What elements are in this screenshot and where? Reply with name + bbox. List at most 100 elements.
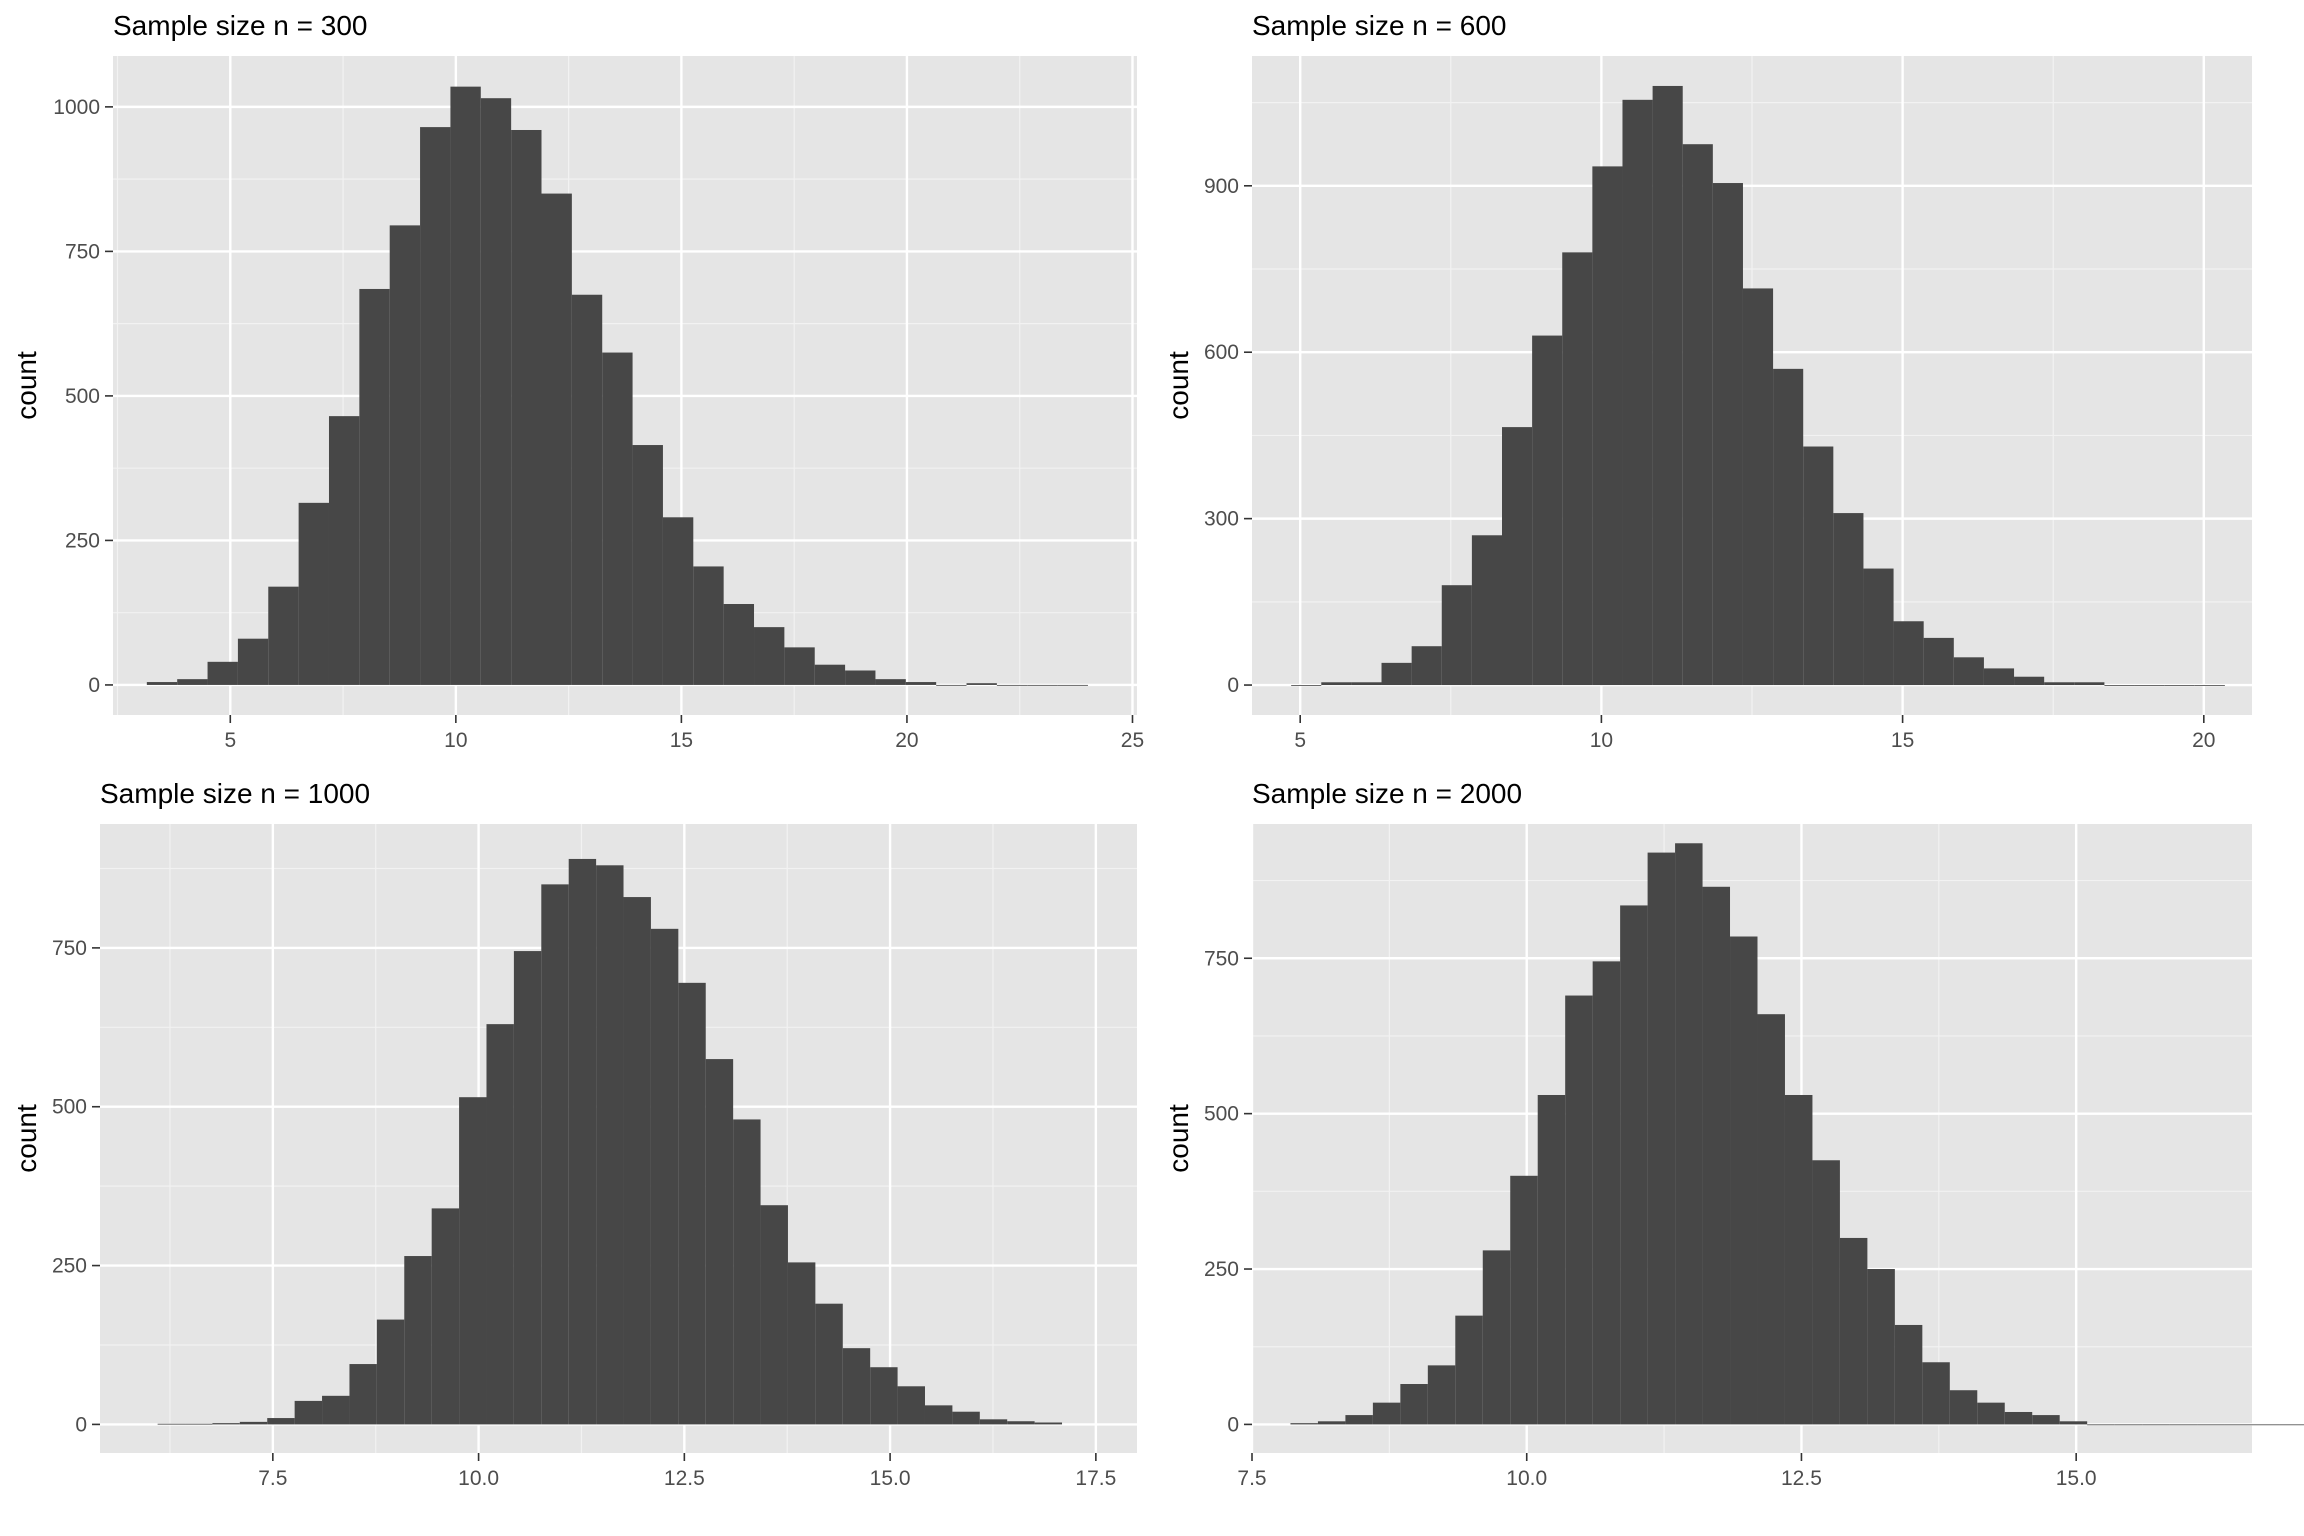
y-axis-label: count — [1163, 351, 1194, 420]
histogram-bar — [979, 1419, 1008, 1425]
histogram-bar — [1537, 1094, 1566, 1425]
histogram-bar — [897, 1386, 925, 1425]
histogram-bar — [1592, 961, 1621, 1425]
histogram-bar — [404, 1256, 432, 1425]
histogram-bar — [2252, 1424, 2280, 1426]
histogram-bar — [1730, 936, 1758, 1425]
x-tick-label: 10 — [444, 729, 467, 752]
histogram-bar — [1894, 1324, 1923, 1425]
histogram-bar — [1812, 1160, 1840, 1425]
x-tick-label: 15 — [670, 729, 693, 752]
histogram-bar — [420, 127, 451, 685]
histogram-bar — [359, 288, 390, 685]
histogram-bar — [511, 129, 542, 685]
histogram-bar — [1949, 1390, 1978, 1425]
histogram-bar — [1351, 682, 1382, 686]
histogram-bar — [1922, 1362, 1950, 1425]
histogram-bar — [1345, 1415, 1373, 1425]
histogram-bar — [1867, 1269, 1895, 1425]
histogram-bar — [1034, 1422, 1063, 1425]
histogram-bar — [1839, 1237, 1868, 1425]
histogram-bar — [1784, 1094, 1813, 1425]
x-tick-label: 15 — [1891, 729, 1914, 752]
histogram-bar — [541, 193, 572, 685]
histogram-bar — [2224, 1424, 2252, 1426]
histogram-bar — [1290, 1423, 1318, 1425]
histogram-bar — [936, 684, 967, 686]
histogram-bar — [2194, 685, 2225, 686]
histogram-bar — [459, 1097, 487, 1425]
x-tick-label: 17.5 — [1075, 1467, 1116, 1490]
histogram-bar — [146, 682, 178, 685]
y-tick-label: 0 — [1227, 1413, 1239, 1436]
y-tick-label: 750 — [65, 240, 100, 263]
y-tick-label: 500 — [1204, 1103, 1239, 1126]
histogram-bar — [733, 1119, 761, 1425]
x-tick-label: 7.5 — [258, 1467, 287, 1490]
y-tick-label: 250 — [65, 529, 100, 552]
histogram-bar — [693, 566, 724, 685]
histogram-bar — [1923, 637, 1954, 686]
histogram-bar — [662, 517, 694, 685]
histogram-bar — [1400, 1384, 1428, 1425]
y-tick-label: 750 — [1204, 947, 1239, 970]
histogram-bar — [177, 679, 208, 685]
histogram-bar — [2014, 676, 2045, 686]
histogram-bar — [389, 225, 421, 685]
histogram-bar — [1652, 85, 1683, 686]
histogram-bar — [1502, 427, 1533, 686]
x-tick-label: 15.0 — [2056, 1467, 2097, 1490]
histogram-bar — [1510, 1175, 1538, 1425]
histogram-bar — [1455, 1315, 1483, 1425]
histogram-bar — [787, 1262, 816, 1425]
histogram-bar — [1675, 843, 1703, 1425]
y-tick-label: 250 — [1204, 1258, 1239, 1281]
histogram-bar — [784, 647, 815, 685]
histogram-bar — [376, 1319, 405, 1425]
histogram-bar — [2279, 1424, 2304, 1426]
histogram-bar — [1471, 535, 1502, 686]
histogram-bar — [1953, 657, 1984, 686]
histogram-panel-n600: 5 10 15 20 0 300 600 900 Sample size n = 600 coun… — [1152, 0, 2304, 768]
histogram-svg: 7.5 10.0 12.5 15.0 0 250 500 750 Sample size n =… — [1163, 778, 2304, 1490]
histogram-bar — [268, 586, 299, 685]
y-tick-label: 500 — [52, 1096, 87, 1119]
histogram-bar — [2004, 1411, 2033, 1425]
histogram-bar — [723, 604, 755, 685]
histogram-bar — [814, 664, 846, 685]
histogram-panel-n2000: 7.5 10.0 12.5 15.0 0 250 500 750 Sample size n =… — [1152, 768, 2304, 1536]
x-tick-label: 7.5 — [1237, 1467, 1266, 1490]
histogram-bar — [2087, 1424, 2115, 1426]
x-tick-label: 20 — [895, 729, 918, 752]
histogram-panel-n300: 5 10 15 20 25 0 250 500 750 1000 Sample size n = 3… — [0, 0, 1152, 768]
histogram-bar — [845, 670, 876, 685]
x-tick-label: 12.5 — [664, 1467, 705, 1490]
y-tick-label: 0 — [1227, 674, 1239, 697]
chart-title: Sample size n = 1000 — [100, 778, 370, 809]
y-axis-label: count — [1163, 1104, 1194, 1173]
histogram-bar — [2114, 1424, 2143, 1426]
chart-title: Sample size n = 600 — [1252, 10, 1507, 41]
y-tick-label: 500 — [65, 385, 100, 408]
histogram-bar — [632, 445, 663, 685]
histogram-bar — [952, 1411, 980, 1425]
histogram-bar — [450, 86, 481, 685]
histogram-bar — [2134, 685, 2165, 686]
histogram-panel-n1000: 7.5 10.0 12.5 15.0 17.5 0 250 500 750 Sample size… — [0, 768, 1152, 1536]
histogram-bar — [328, 416, 360, 685]
histogram-bar — [1622, 99, 1653, 686]
histogram-svg: 7.5 10.0 12.5 15.0 17.5 0 250 500 750 Sample size… — [11, 778, 1137, 1490]
histogram-bar — [1742, 288, 1774, 686]
histogram-bar — [1381, 662, 1412, 686]
y-tick-label: 750 — [52, 937, 87, 960]
histogram-bar — [2059, 1421, 2088, 1425]
histogram-bar — [1620, 905, 1648, 1425]
y-tick-label: 0 — [75, 1413, 87, 1436]
histogram-bar — [815, 1303, 843, 1425]
histogram-bar — [2164, 685, 2195, 686]
y-tick-label: 600 — [1204, 341, 1239, 364]
histogram-bar — [571, 294, 603, 685]
histogram-bar — [212, 1423, 240, 1425]
histogram-bar — [267, 1418, 295, 1425]
